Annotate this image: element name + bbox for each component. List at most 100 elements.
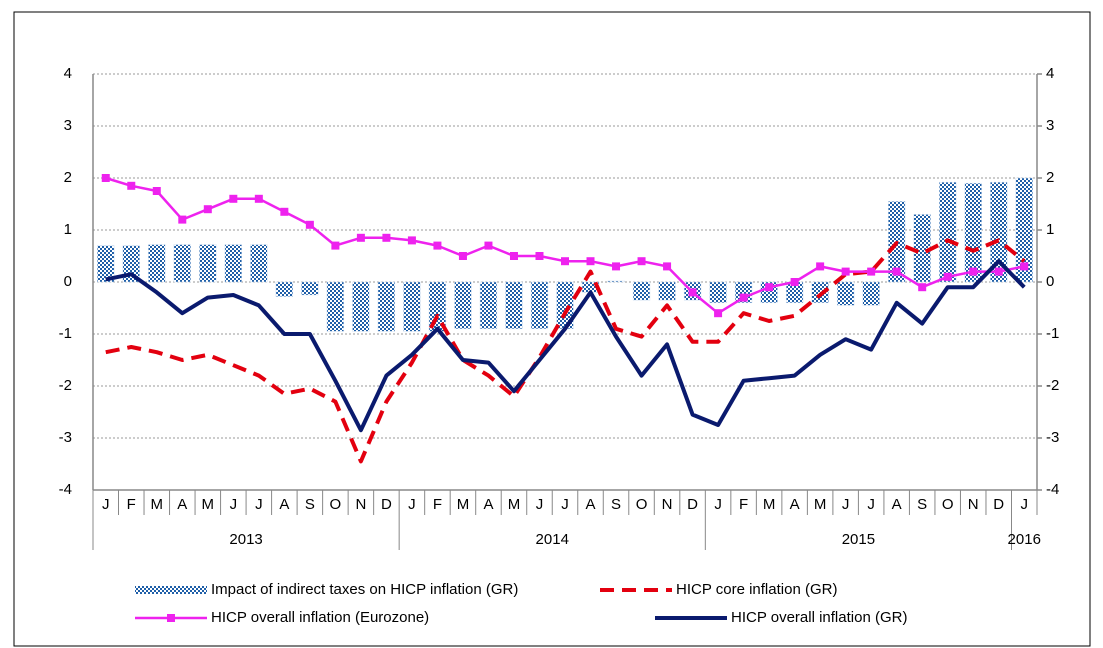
y2-tick-label: 4 — [1046, 65, 1054, 82]
bar — [301, 281, 319, 296]
bar — [862, 281, 880, 306]
y-tick-label: 1 — [64, 221, 72, 238]
marker — [688, 288, 697, 297]
y-tick-label: -2 — [59, 377, 72, 394]
bar — [250, 244, 268, 283]
bar — [403, 281, 421, 332]
x-tick-label: M — [457, 496, 470, 513]
x-tick-label: O — [942, 496, 954, 513]
marker — [356, 233, 365, 242]
marker — [1020, 262, 1029, 271]
y2-tick-label: -3 — [1046, 429, 1059, 446]
bar — [811, 281, 829, 304]
bar — [836, 281, 855, 306]
y-tick-label: 3 — [64, 117, 72, 134]
marker — [739, 293, 748, 302]
marker — [637, 257, 646, 266]
marker — [535, 252, 544, 260]
x-tick-label: J — [408, 496, 416, 513]
marker — [382, 233, 391, 242]
marker — [484, 241, 493, 250]
marker — [305, 220, 314, 229]
bar — [709, 281, 727, 304]
x-tick-label: J — [867, 496, 875, 513]
marker — [203, 205, 212, 214]
marker — [714, 309, 723, 318]
x-tick-label: J — [536, 496, 544, 513]
x-tick-label: J — [255, 496, 263, 513]
x-tick-label: A — [586, 496, 596, 513]
marker — [229, 194, 238, 203]
y-tick-label: 0 — [64, 273, 72, 290]
bar — [505, 281, 523, 330]
y2-tick-label: 3 — [1046, 117, 1054, 134]
bar — [632, 281, 651, 301]
y-tick-label: 2 — [64, 169, 72, 186]
legend-label: HICP overall inflation (GR) — [731, 609, 907, 626]
marker — [663, 262, 672, 271]
marker — [790, 278, 799, 286]
bar — [607, 280, 625, 283]
marker — [841, 267, 850, 276]
bar — [199, 244, 217, 283]
bar — [1015, 177, 1033, 283]
bar — [173, 244, 191, 283]
y-tick-label: -3 — [59, 429, 72, 446]
x-tick-label: M — [202, 496, 215, 513]
marker — [586, 257, 595, 266]
year-label: 2014 — [536, 531, 569, 548]
y-tick-label: -4 — [59, 481, 72, 498]
y-tick-label: 4 — [64, 65, 72, 82]
bar — [122, 245, 140, 283]
x-tick-label: F — [739, 496, 748, 513]
x-tick-label: S — [917, 496, 927, 513]
x-tick-label: N — [355, 496, 366, 513]
y2-tick-label: 0 — [1046, 273, 1054, 290]
x-tick-label: O — [330, 496, 342, 513]
y2-tick-label: -1 — [1046, 325, 1059, 342]
marker — [331, 241, 340, 250]
bar — [479, 281, 498, 330]
x-tick-label: D — [687, 496, 698, 513]
bar — [734, 281, 753, 304]
line — [105, 238, 1026, 464]
year-label: 2013 — [229, 531, 262, 548]
bar — [990, 181, 1008, 283]
x-tick-label: J — [1020, 496, 1028, 513]
marker — [254, 194, 263, 203]
y2-tick-label: -4 — [1046, 481, 1059, 498]
x-tick-label: D — [381, 496, 392, 513]
x-tick-label: J — [561, 496, 569, 513]
x-tick-label: D — [993, 496, 1004, 513]
year-label: 2016 — [1008, 531, 1041, 548]
marker — [943, 272, 952, 281]
bar — [939, 181, 957, 283]
x-tick-label: N — [968, 496, 979, 513]
x-tick-label: S — [611, 496, 621, 513]
x-tick-label: J — [842, 496, 850, 513]
marker — [765, 283, 774, 292]
x-tick-label: A — [177, 496, 187, 513]
marker — [892, 267, 901, 276]
marker — [280, 207, 289, 216]
x-tick-label: M — [814, 496, 827, 513]
marker — [969, 267, 978, 276]
x-tick-label: J — [714, 496, 722, 513]
bar — [224, 244, 242, 283]
x-tick-label: J — [102, 496, 110, 513]
x-tick-label: J — [230, 496, 238, 513]
x-tick-label: M — [763, 496, 776, 513]
marker — [458, 252, 467, 260]
bar — [377, 281, 396, 332]
bar — [352, 281, 370, 332]
x-tick-label: M — [508, 496, 521, 513]
legend-marker — [167, 614, 175, 622]
y2-tick-label: 2 — [1046, 169, 1054, 186]
year-label: 2015 — [842, 531, 875, 548]
bar — [97, 245, 115, 283]
frame — [13, 11, 1091, 647]
y-tick-label: -1 — [59, 325, 72, 342]
x-tick-label: F — [433, 496, 442, 513]
marker — [816, 262, 825, 271]
